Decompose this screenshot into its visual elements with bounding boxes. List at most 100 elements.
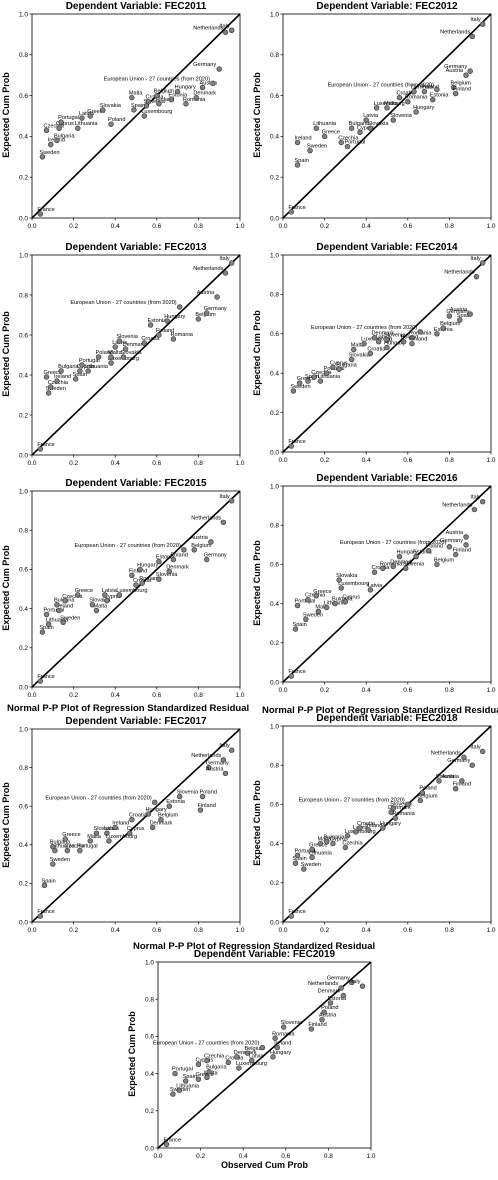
y-tick-label: 1.0 [19, 252, 28, 259]
point-label: Greece [313, 589, 331, 595]
data-point [315, 608, 322, 615]
data-point [392, 815, 399, 821]
data-point [60, 619, 66, 626]
data-point [39, 629, 46, 635]
data-point [348, 125, 355, 131]
point-label: Ireland [112, 820, 129, 826]
data-point [170, 1091, 176, 1097]
data-point [338, 985, 344, 991]
point-label: Croatia [367, 347, 386, 353]
y-tick-label: 0.4 [270, 371, 279, 378]
data-point [139, 580, 145, 586]
data-point [234, 1054, 240, 1060]
data-point [417, 797, 423, 804]
x-tick-label: 0.6 [403, 687, 412, 694]
point-label: Latvia [367, 583, 383, 589]
point-label: Spain [292, 622, 306, 628]
point-label: Poland [426, 544, 443, 550]
y-axis-label: Expected Cum Prob [1, 781, 11, 868]
data-point [344, 833, 351, 839]
x-tick-label: 0.0 [278, 457, 287, 464]
point-label: Cyprus [357, 125, 375, 131]
point-label: Austria [450, 307, 468, 313]
data-point [181, 547, 187, 553]
point-label: Sweden [39, 150, 59, 156]
x-tick-label: 0.6 [403, 457, 412, 464]
data-point [365, 827, 371, 833]
y-tick-label: 0.8 [19, 765, 28, 772]
x-tick-label: 0.8 [445, 223, 454, 230]
point-label: Malta [384, 101, 399, 107]
data-point [87, 838, 93, 844]
y-tick-label: 0.4 [19, 134, 28, 141]
point-label: France [164, 1137, 181, 1143]
data-point [145, 811, 152, 817]
data-point [193, 94, 200, 101]
data-point [469, 33, 475, 40]
chart-title: Dependent Variable: FEC2011 [65, 1, 207, 12]
point-label: Hungary [396, 550, 417, 556]
data-point [363, 117, 369, 123]
plot-frame [31, 13, 241, 219]
point-label: Romania [170, 332, 193, 338]
chart-title: Dependent Variable: FEC2019 [193, 949, 336, 960]
data-point [75, 125, 81, 131]
x-tick-label: 0.0 [278, 927, 287, 934]
point-label: Poland [108, 117, 125, 123]
data-point [396, 553, 403, 560]
data-point [48, 141, 54, 148]
point-label: Italy [470, 17, 480, 23]
data-point [206, 1069, 212, 1075]
data-point [349, 979, 355, 986]
point-label: Spain [295, 158, 309, 164]
point-label: Austria [446, 530, 464, 536]
data-point [288, 673, 295, 679]
data-point [54, 378, 60, 384]
point-label: Spain [41, 878, 55, 884]
point-label: Latvia [102, 588, 118, 594]
data-point [182, 1078, 189, 1084]
data-point [288, 443, 295, 449]
point-label: Ireland [54, 374, 71, 380]
point-label: Finland [197, 803, 215, 809]
pp-plot-heading: Normal P-P Plot of Regression Standardiz… [133, 941, 376, 952]
data-point [411, 88, 417, 95]
data-point [288, 913, 295, 919]
point-label: Denmark [388, 805, 411, 811]
data-point [367, 125, 374, 131]
point-label: Cyprus [127, 826, 145, 832]
x-tick-label: 0.0 [278, 687, 287, 694]
x-tick-label: 0.4 [111, 460, 120, 467]
y-tick-label: 0.6 [145, 1034, 154, 1041]
data-point [116, 592, 123, 598]
data-point [176, 793, 183, 800]
point-label: Netherlands [431, 750, 461, 756]
data-point [43, 374, 50, 380]
point-label: Malta [93, 604, 108, 610]
data-point [274, 1044, 280, 1051]
y-tick-label: 0.2 [270, 640, 279, 647]
data-point [353, 829, 359, 835]
data-point [112, 344, 118, 350]
point-label: Spain [457, 313, 471, 319]
pp-plot-heading: Normal P-P Plot of Regression Standardiz… [7, 703, 250, 714]
point-label: Hungary [164, 314, 185, 320]
data-point [421, 88, 428, 95]
point-label: Denmark [318, 988, 341, 994]
y-tick-label: 0.2 [145, 1108, 154, 1115]
data-point [294, 162, 301, 168]
y-tick-label: 0.2 [270, 410, 279, 417]
point-label: Spain [73, 372, 87, 378]
y-tick-label: 0.4 [19, 606, 28, 613]
data-point [296, 380, 303, 386]
point-label: Bulgaria [58, 364, 79, 370]
data-point [280, 1024, 287, 1030]
data-point [463, 72, 469, 78]
pp-plot-svg: 0.0 0.2 0.4 0.6 0.8 1.0 0.0 0.2 0.4 0.6 0.8 1.0 Fran… [19, 11, 245, 230]
data-point [403, 565, 409, 572]
point-label: Lithuania [313, 121, 337, 127]
y-tick-label: 0.6 [19, 93, 28, 100]
data-point [419, 789, 426, 796]
point-label: Malta [129, 91, 144, 97]
point-label: Germany [444, 64, 467, 70]
